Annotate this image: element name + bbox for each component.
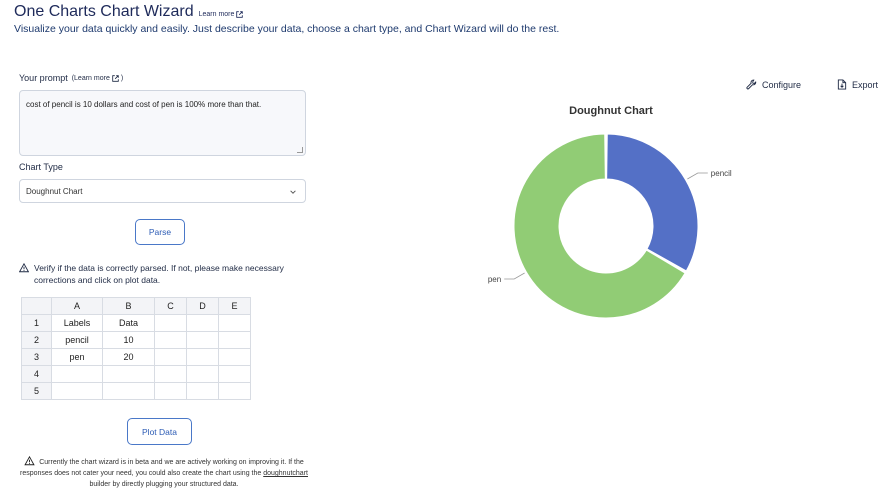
- doughnut-slice-pen[interactable]: [513, 133, 686, 319]
- external-link-icon: [236, 11, 244, 18]
- grid-cell[interactable]: [154, 365, 187, 383]
- grid-header-row: A B C D E: [21, 297, 251, 315]
- column-header[interactable]: A: [51, 297, 103, 315]
- data-grid: A B C D E 1 Labels Data 2 pencil 10 3 pe…: [21, 297, 251, 400]
- learn-more-link[interactable]: Learn more: [199, 11, 244, 18]
- row-header[interactable]: 2: [21, 331, 52, 349]
- grid-cell[interactable]: [154, 348, 187, 366]
- grid-cell[interactable]: [186, 331, 219, 349]
- grid-cell[interactable]: pen: [51, 348, 103, 366]
- export-icon: [837, 79, 847, 90]
- leader-line-pen: [504, 272, 525, 280]
- prompt-learn-more-link[interactable]: (Learn more ): [72, 75, 123, 82]
- column-header[interactable]: B: [102, 297, 155, 315]
- beta-notice-text-1: Currently the chart wizard is in beta an…: [20, 459, 304, 477]
- chart-title: Doughnut Chart: [569, 105, 653, 117]
- chart-type-select[interactable]: Doughnut Chart: [19, 179, 306, 203]
- chart-type-selected: Doughnut Chart: [26, 187, 83, 196]
- prompt-label: Your prompt (Learn more ): [19, 73, 123, 83]
- page-subtitle: Visualize your data quickly and easily. …: [14, 23, 560, 35]
- prompt-learn-more-text: (Learn more: [71, 74, 110, 82]
- slice-label-pencil: pencil: [711, 169, 732, 178]
- page-title: One Charts Chart Wizard: [14, 3, 194, 20]
- grid-cell[interactable]: [186, 314, 219, 332]
- grid-cell[interactable]: Data: [102, 314, 155, 332]
- header: One Charts Chart Wizard Learn more: [14, 3, 244, 21]
- table-row: 5: [21, 382, 251, 400]
- row-header[interactable]: 3: [21, 348, 52, 366]
- slice-label-pen: pen: [488, 275, 501, 284]
- grid-cell[interactable]: [186, 365, 219, 383]
- grid-cell[interactable]: pencil: [51, 331, 103, 349]
- chevron-down-icon: [290, 190, 296, 194]
- chart-type-label: Chart Type: [19, 162, 63, 172]
- configure-label: Configure: [762, 79, 802, 90]
- parse-warning: Verify if the data is correctly parsed. …: [19, 262, 309, 286]
- export-label: Export: [852, 79, 879, 90]
- column-header[interactable]: C: [154, 297, 187, 315]
- row-header[interactable]: 5: [21, 382, 52, 400]
- prompt-textarea[interactable]: cost of pencil is 10 dollars and cost of…: [19, 90, 306, 156]
- grid-cell[interactable]: [154, 382, 187, 400]
- wrench-icon: [746, 79, 757, 90]
- grid-cell[interactable]: [218, 331, 251, 349]
- doughnut-chart: pencil pen: [488, 133, 732, 319]
- grid-cell[interactable]: [218, 382, 251, 400]
- grid-cell[interactable]: [102, 382, 155, 400]
- warning-icon: [19, 263, 29, 273]
- prompt-label-text: Your prompt: [19, 73, 68, 83]
- grid-corner: [21, 297, 52, 315]
- doughnutchart-builder-link[interactable]: doughnutchart: [263, 470, 308, 477]
- beta-notice-text-2: builder by directly plugging your struct…: [89, 481, 239, 488]
- plot-data-button[interactable]: Plot Data: [127, 418, 192, 445]
- grid-cell[interactable]: [51, 382, 103, 400]
- learn-more-label: Learn more: [198, 11, 235, 18]
- grid-cell[interactable]: [186, 348, 219, 366]
- grid-cell[interactable]: [186, 382, 219, 400]
- grid-cell[interactable]: [154, 331, 187, 349]
- column-header[interactable]: E: [218, 297, 251, 315]
- configure-button[interactable]: Configure: [746, 79, 801, 90]
- resize-grip-icon[interactable]: [297, 147, 303, 153]
- prompt-learn-more-close: ): [120, 74, 124, 82]
- grid-cell[interactable]: [102, 365, 155, 383]
- grid-cell[interactable]: Labels: [51, 314, 103, 332]
- grid-cell[interactable]: [51, 365, 103, 383]
- external-link-icon: [112, 74, 119, 82]
- row-header[interactable]: 4: [21, 365, 52, 383]
- table-row: 1 Labels Data: [21, 314, 251, 332]
- export-button[interactable]: Export: [837, 79, 878, 90]
- table-row: 4: [21, 365, 251, 383]
- grid-cell[interactable]: [218, 348, 251, 366]
- row-header[interactable]: 1: [21, 314, 52, 332]
- doughnut-slice-pencil[interactable]: [606, 133, 699, 272]
- prompt-text: cost of pencil is 10 dollars and cost of…: [26, 100, 262, 109]
- grid-cell[interactable]: [218, 365, 251, 383]
- warning-icon: [24, 455, 35, 466]
- parse-button[interactable]: Parse: [135, 219, 185, 245]
- beta-notice: Currently the chart wizard is in beta an…: [19, 455, 309, 490]
- warning-text: Verify if the data is correctly parsed. …: [34, 263, 284, 285]
- grid-cell[interactable]: 10: [102, 331, 155, 349]
- table-row: 3 pen 20: [21, 348, 251, 366]
- grid-cell[interactable]: 20: [102, 348, 155, 366]
- grid-cell[interactable]: [218, 314, 251, 332]
- leader-line-pencil: [687, 172, 708, 180]
- column-header[interactable]: D: [186, 297, 219, 315]
- grid-cell[interactable]: [154, 314, 187, 332]
- table-row: 2 pencil 10: [21, 331, 251, 349]
